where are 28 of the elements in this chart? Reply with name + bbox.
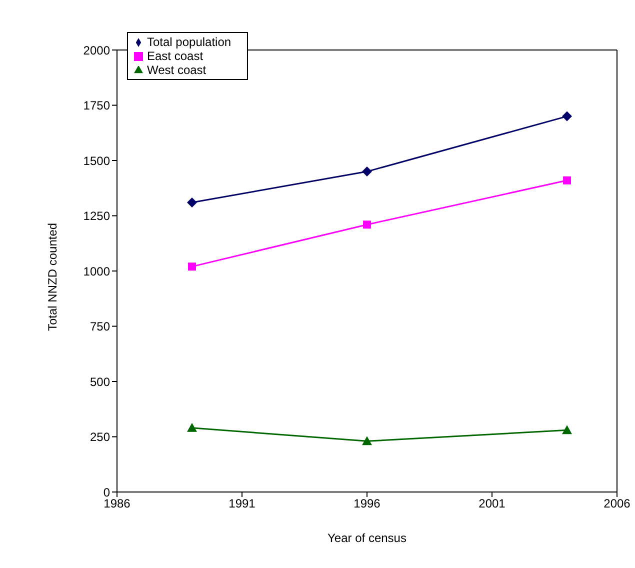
x-tick-label: 1986 — [104, 496, 131, 511]
y-tick-label: 1250 — [83, 209, 110, 224]
x-axis-title: Year of census — [328, 531, 406, 545]
y-tick-label: 2000 — [83, 43, 110, 58]
y-tick-label: 250 — [90, 430, 110, 444]
y-axis-title: Total NNZD counted — [45, 222, 60, 331]
point — [563, 176, 571, 184]
point — [562, 111, 572, 122]
point — [362, 166, 372, 177]
y-tick-label: 1000 — [83, 264, 110, 278]
point — [187, 197, 197, 208]
point — [362, 436, 372, 446]
x-tick-label: 2006 — [604, 496, 631, 511]
x-tick-label: 2001 — [478, 496, 506, 511]
legend-label: East coast — [147, 49, 204, 63]
legend-label: Total population — [147, 35, 232, 49]
y-tick-label: 500 — [90, 374, 110, 389]
y-tick-label: 1750 — [83, 98, 110, 113]
x-tick-label: 1991 — [228, 496, 256, 511]
y-tick-label: 1500 — [83, 154, 110, 168]
x-tick-label: 1996 — [354, 496, 381, 511]
y-tick-label: 0 — [103, 485, 110, 500]
point — [187, 422, 197, 432]
legend-label: West coast — [147, 63, 206, 77]
y-tick-label: 750 — [90, 320, 110, 334]
point — [363, 220, 371, 229]
point — [188, 262, 196, 271]
point — [562, 425, 572, 434]
